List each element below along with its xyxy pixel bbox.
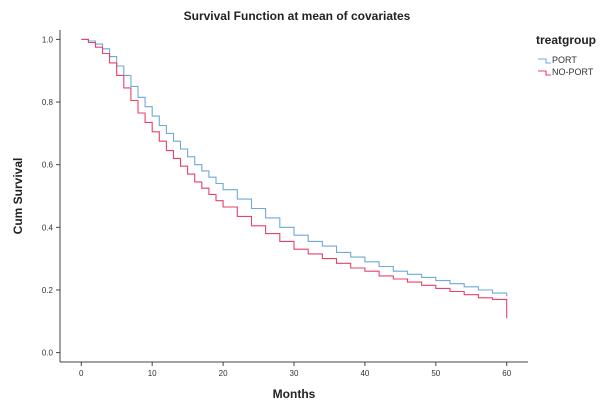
x-tick-label: 40 <box>360 369 369 378</box>
legend-swatch-no-port <box>538 70 551 76</box>
series-line-port <box>81 38 508 297</box>
series-line-no-port <box>81 38 508 319</box>
y-tick-label: 0.4 <box>42 223 54 232</box>
y-tick-label: 1.0 <box>42 35 54 44</box>
y-tick-label: 0.2 <box>42 286 54 295</box>
legend-label-no-port: NO-PORT <box>552 67 594 77</box>
x-tick-label: 0 <box>79 369 84 378</box>
axes: 0 10 20 30 40 50 60 0.0 0.2 0.4 0.6 0.8 1.0 <box>42 30 528 378</box>
x-tick-label: 20 <box>219 369 228 378</box>
x-tick-label: 60 <box>502 369 511 378</box>
y-tick-label: 0.6 <box>42 161 54 170</box>
x-tick-label: 10 <box>148 369 157 378</box>
y-tick-label: 0.0 <box>42 349 54 358</box>
legend: treatgroup PORT NO-PORT <box>536 33 596 77</box>
x-tick-label: 50 <box>431 369 440 378</box>
legend-swatch-port <box>538 58 551 64</box>
legend-title: treatgroup <box>536 33 596 47</box>
x-tick-label: 30 <box>290 369 299 378</box>
legend-label-port: PORT <box>552 55 577 65</box>
y-axis-label: Cum Survival <box>11 158 25 235</box>
series-lines <box>81 38 508 319</box>
chart-title: Survival Function at mean of covariates <box>184 9 411 23</box>
y-tick-label: 0.8 <box>42 98 54 107</box>
x-axis-label: Months <box>273 387 316 401</box>
